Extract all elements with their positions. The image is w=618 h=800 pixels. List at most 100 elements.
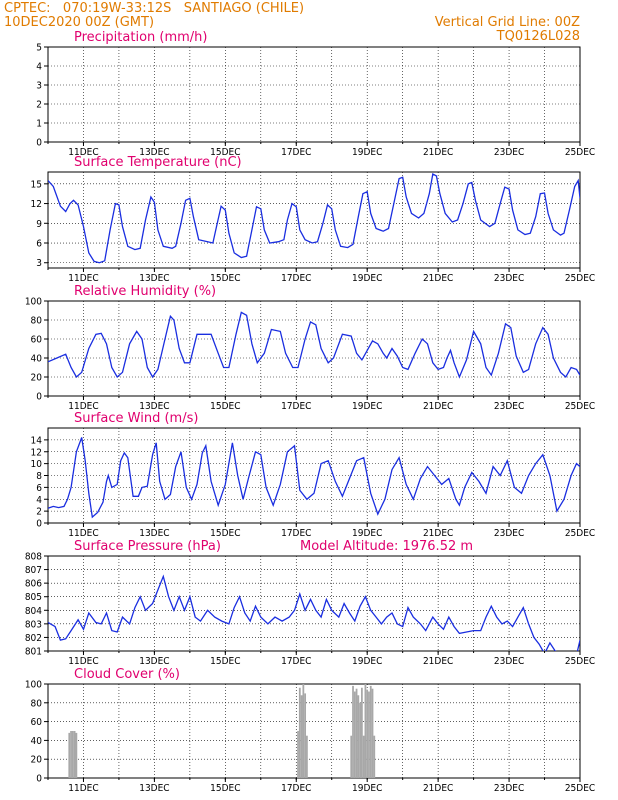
panel-title: Relative Humidity (%): [74, 284, 216, 299]
cloud-bar: [366, 689, 369, 778]
x-tick-label: 17DEC: [281, 783, 311, 794]
panel-frame: [47, 683, 581, 779]
cloud-bar: [352, 685, 354, 778]
cloud-bar: [297, 731, 299, 778]
cloud-bar: [353, 691, 356, 778]
x-tick-label: 11DEC: [68, 401, 98, 412]
y-tick-label: 8: [36, 471, 42, 482]
y-tick-label: 40: [31, 736, 43, 747]
y-tick-label: 6: [36, 483, 42, 494]
header-right-2: TQ0126L028: [496, 29, 580, 44]
x-tick-label: 13DEC: [139, 273, 169, 284]
x-tick-label: 19DEC: [352, 656, 382, 667]
y-tick-label: 3: [36, 258, 42, 269]
cloud-bar: [373, 735, 376, 778]
y-tick-label: 804: [25, 606, 42, 617]
y-tick-label: 807: [25, 565, 42, 576]
panel-title: Cloud Cover (%): [74, 667, 180, 682]
x-tick-label: 21DEC: [423, 528, 453, 539]
x-tick-label: 23DEC: [494, 656, 524, 667]
x-tick-label: 15DEC: [210, 273, 240, 284]
y-tick-label: 20: [31, 373, 43, 384]
y-tick-label: 806: [25, 579, 42, 590]
cloud-bar: [357, 695, 360, 778]
y-tick-label: 808: [25, 552, 42, 563]
panel-title: Precipitation (mm/h): [74, 30, 207, 45]
y-tick-label: 4: [36, 495, 42, 506]
cloud-bar: [371, 688, 374, 778]
cloud-bar: [368, 691, 370, 778]
y-tick-label: 12: [31, 199, 42, 210]
cloud-bar: [359, 702, 361, 778]
x-tick-label: 25DEC: [565, 528, 595, 539]
y-tick-label: 0: [36, 519, 42, 530]
y-tick-label: 15: [31, 179, 42, 190]
y-tick-label: 100: [25, 680, 42, 691]
x-tick-label: 15DEC: [210, 528, 240, 539]
header-right-1: Vertical Grid Line: 00Z: [434, 15, 580, 30]
x-tick-label: 21DEC: [423, 147, 453, 158]
header-left-2: 10DEC2020 00Z (GMT): [4, 15, 155, 30]
cloud-bar: [362, 735, 365, 778]
cloud-bar: [364, 684, 367, 778]
x-tick-label: 11DEC: [68, 783, 98, 794]
series-line: [48, 173, 580, 264]
x-tick-label: 23DEC: [494, 273, 524, 284]
y-tick-label: 14: [31, 435, 43, 446]
x-tick-label: 23DEC: [494, 783, 524, 794]
panel-frame: [47, 300, 581, 397]
x-tick-label: 15DEC: [210, 783, 240, 794]
y-tick-label: 805: [25, 592, 42, 603]
y-tick-label: 2: [36, 507, 42, 518]
cloud-bar: [355, 688, 358, 778]
cloud-bar: [369, 685, 372, 778]
header-left-1: CPTEC: 070:19W-33:12S SANTIAGO (CHILE): [4, 1, 305, 16]
cloud-bar: [304, 693, 307, 778]
y-tick-label: 10: [31, 459, 43, 470]
y-tick-label: 0: [36, 774, 42, 785]
x-tick-label: 21DEC: [423, 273, 453, 284]
y-tick-label: 5: [36, 43, 42, 54]
cloud-bar: [73, 731, 76, 778]
panel-title: Surface Temperature (nC): [74, 155, 242, 170]
panel-frame: [47, 171, 581, 269]
series-line: [48, 574, 580, 651]
y-tick-label: 6: [36, 239, 42, 250]
cloud-bar: [71, 731, 74, 778]
y-tick-label: 802: [25, 633, 42, 644]
y-tick-label: 80: [31, 698, 43, 709]
y-tick-label: 20: [31, 755, 43, 766]
cloud-bar: [350, 735, 353, 778]
y-tick-label: 100: [25, 297, 42, 308]
x-tick-label: 21DEC: [423, 656, 453, 667]
x-tick-label: 15DEC: [210, 401, 240, 412]
x-tick-label: 21DEC: [423, 783, 453, 794]
y-tick-label: 4: [36, 62, 42, 73]
panel-annotation: Model Altitude: 1976.52 m: [300, 539, 473, 554]
y-tick-label: 3: [36, 81, 42, 92]
x-tick-label: 11DEC: [68, 656, 98, 667]
cloud-bar: [306, 735, 308, 778]
panel-title: Surface Pressure (hPa): [74, 539, 221, 554]
x-tick-label: 17DEC: [281, 147, 311, 158]
cloud-bar: [302, 684, 305, 778]
y-tick-label: 9: [36, 219, 42, 230]
x-tick-label: 19DEC: [352, 783, 382, 794]
x-tick-label: 17DEC: [281, 401, 311, 412]
cloud-bar: [300, 695, 303, 778]
x-tick-label: 19DEC: [352, 528, 382, 539]
panel-frame: [47, 46, 581, 143]
series-line: [48, 437, 580, 519]
y-tick-label: 803: [25, 619, 42, 630]
x-tick-label: 15DEC: [210, 656, 240, 667]
x-tick-label: 17DEC: [281, 656, 311, 667]
cloud-bar: [298, 687, 301, 778]
x-tick-label: 13DEC: [139, 147, 169, 158]
x-tick-label: 11DEC: [68, 528, 98, 539]
x-tick-label: 13DEC: [139, 401, 169, 412]
y-tick-label: 12: [31, 447, 42, 458]
x-tick-label: 13DEC: [139, 783, 169, 794]
y-tick-label: 80: [31, 316, 43, 327]
x-tick-label: 21DEC: [423, 401, 453, 412]
